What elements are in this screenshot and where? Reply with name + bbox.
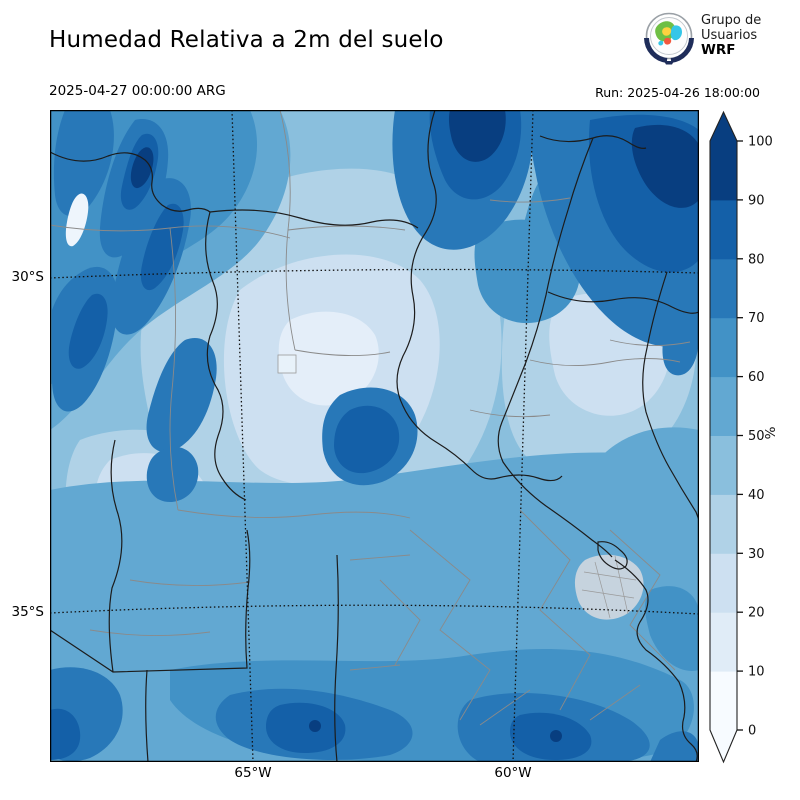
colorbar-over-arrow (710, 112, 737, 141)
colorbar-tick-label: 40 (748, 488, 765, 503)
colorbar-tick-label: 0 (748, 724, 756, 739)
colorbar-bin (710, 199, 737, 260)
lon-label-60w: 60°W (494, 765, 532, 781)
colorbar-tick-label: 100 (748, 135, 773, 150)
colorbar: 0 10 20 30 40 50 60 70 80 90 100 % (700, 100, 800, 775)
colorbar-tick-label: 70 (748, 311, 765, 326)
buenos-aires-urban-area (574, 554, 644, 620)
colorbar-bin (710, 612, 737, 672)
colorbar-tick-label: 50 (748, 429, 765, 444)
logo-text: Grupo de Usuarios WRF (701, 13, 761, 58)
lat-label-35s: 35°S (11, 604, 45, 620)
colorbar-tick-label: 10 (748, 665, 765, 680)
colorbar-under-arrow (710, 730, 737, 762)
colorbar-bin (710, 141, 737, 201)
colorbar-bin (710, 435, 737, 495)
lat-label-30s: 30°S (11, 269, 45, 285)
country-borders (50, 110, 699, 762)
map-canvas (50, 110, 699, 762)
colorbar-bin (710, 258, 737, 319)
colorbar-bin (710, 553, 737, 613)
logo-text-wrf: WRF (701, 42, 736, 58)
humidity-contour-map (50, 110, 699, 762)
valid-time-label: 2025-04-27 00:00:00 ARG (49, 83, 226, 99)
colorbar-bin (710, 317, 737, 378)
logo-text-line1: Grupo de (701, 13, 762, 28)
colorbar-unit-label: % (763, 426, 779, 439)
wrf-logo-icon (644, 11, 694, 65)
colorbar-bin (710, 376, 737, 436)
run-time-label: Run: 2025-04-26 18:00:00 (595, 85, 760, 100)
colorbar-tick-label: 20 (748, 606, 765, 621)
colorbar-bin (710, 494, 737, 554)
colorbar-tick-label: 80 (748, 252, 765, 267)
province-borders (50, 110, 691, 726)
lon-label-65w: 65°W (234, 765, 272, 781)
logo-text-line2: Usuarios (701, 28, 758, 43)
colorbar-tick-label: 60 (748, 370, 765, 385)
colorbar-bin (710, 671, 737, 731)
colorbar-tick-label: 30 (748, 547, 765, 562)
graticule-lines (50, 110, 699, 762)
page-title: Humedad Relativa a 2m del suelo (49, 27, 444, 53)
map-frame (50, 110, 699, 762)
colorbar-tick-label: 90 (748, 193, 765, 208)
